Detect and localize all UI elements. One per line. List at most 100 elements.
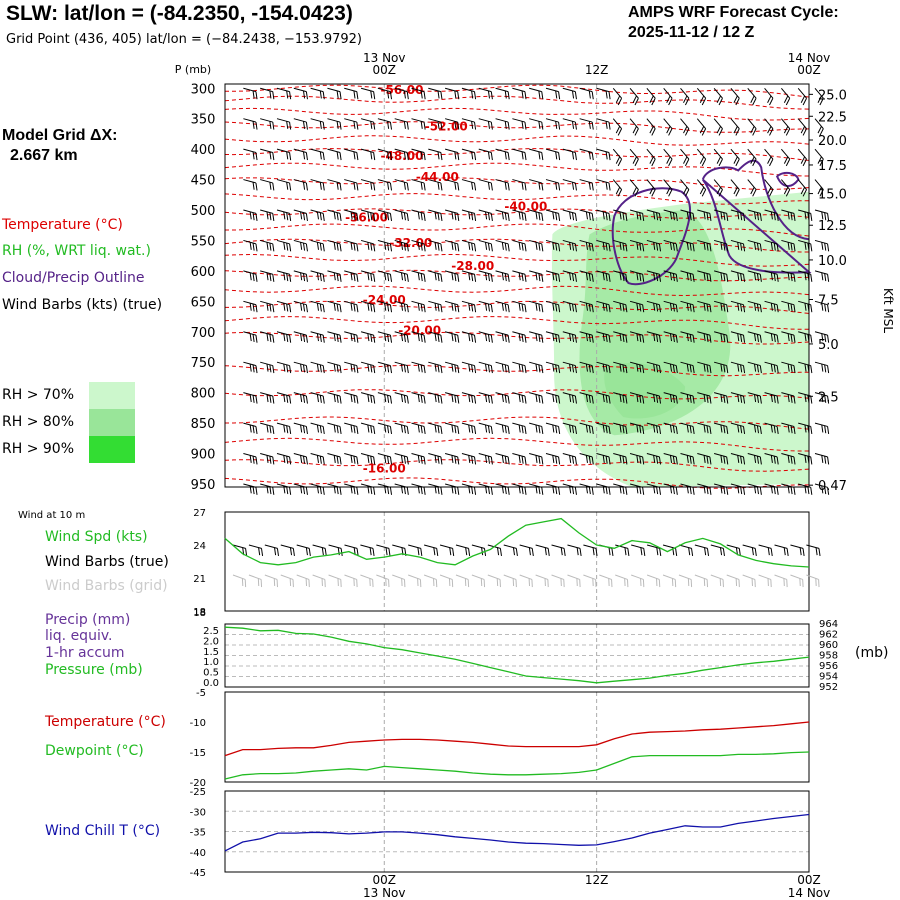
barb-flag — [339, 182, 342, 191]
xsec-wind-barb — [327, 331, 342, 343]
barb-flag — [544, 547, 547, 556]
barb-flag — [471, 456, 474, 464]
barb-flag — [787, 303, 790, 311]
xsec-wind-barb — [310, 239, 325, 252]
xsec-wind-barb — [428, 87, 443, 100]
barb-shaft — [344, 87, 357, 93]
barb-shaft — [781, 422, 795, 427]
xsec-wind-barb — [377, 179, 393, 191]
xsec-wind-barb — [814, 453, 830, 465]
barb-flag — [490, 91, 493, 100]
barb-flag — [419, 579, 422, 588]
xsec-wind-barb — [680, 87, 690, 106]
barb-shaft — [814, 148, 824, 160]
barb-flag — [740, 456, 743, 464]
barb-flag — [622, 456, 625, 464]
kft-tick-label: 7.5 — [818, 294, 839, 309]
barb-flag — [249, 424, 252, 433]
barb-shaft — [730, 87, 740, 99]
xsec-wind-barb — [478, 209, 493, 221]
barb-flag — [302, 364, 306, 373]
barb-flag — [521, 273, 524, 282]
barb-flag — [435, 579, 438, 588]
barb-flag — [437, 425, 440, 434]
barb-flag — [743, 487, 746, 495]
barb-flag — [485, 303, 488, 311]
barb-flag — [252, 212, 255, 221]
xsec-wind-barb — [764, 331, 779, 343]
barb-flag — [821, 363, 824, 372]
barb-flag — [776, 365, 779, 374]
barb-shaft — [814, 300, 828, 306]
barb-flag — [558, 426, 561, 435]
xsec-wind-barb — [327, 148, 342, 161]
barb-flag — [704, 547, 707, 556]
barb-shaft — [680, 300, 694, 306]
barb-flag — [552, 394, 555, 403]
barb-shaft — [535, 574, 549, 580]
barb-flag — [692, 395, 695, 404]
barb-shaft — [713, 209, 727, 214]
barb-flag — [302, 242, 306, 251]
xsec-wind-barb — [377, 483, 393, 495]
temp-ytick-label: -10 — [190, 718, 206, 729]
barb-flag — [258, 547, 261, 556]
xsec-wind-barb — [327, 300, 342, 313]
barb-flag — [373, 304, 376, 313]
barb-flag — [400, 242, 404, 250]
barb-flag — [434, 455, 437, 463]
barb-shaft — [377, 118, 391, 123]
barb-flag — [538, 212, 541, 221]
barb-shaft — [790, 544, 804, 549]
barb-flag — [336, 182, 339, 190]
xsec-wind-barb — [445, 331, 460, 343]
barb-flag — [400, 394, 404, 403]
xsec-wind-barb — [445, 118, 460, 130]
barb-flag — [370, 456, 373, 464]
barb-flag — [269, 334, 272, 342]
barb-flag — [656, 334, 659, 342]
pressure-tick-label: 700 — [191, 326, 216, 341]
xsec-wind-barb — [445, 179, 460, 191]
barb-shaft — [694, 574, 708, 580]
barb-flag — [451, 242, 454, 250]
xsec-wind-barb — [663, 270, 678, 282]
barb-shaft — [344, 422, 357, 427]
barb-shaft — [411, 209, 425, 214]
xsec-wind-barb — [310, 209, 325, 221]
barb-flag — [605, 182, 608, 190]
barb-flag — [389, 335, 393, 343]
barb-flag — [437, 364, 440, 373]
xsec-wind-barb — [797, 118, 807, 136]
barb-flag — [255, 152, 258, 161]
barb-flag — [591, 487, 594, 495]
barb-flag — [322, 487, 325, 495]
xsec-wind-barb — [646, 87, 656, 106]
barb-shaft — [377, 392, 391, 397]
xsec-wind-barb — [461, 148, 477, 161]
barb-shaft — [495, 87, 509, 93]
xsec-wind-barb — [814, 118, 824, 136]
barb-flag — [723, 425, 726, 434]
barb-flag — [490, 365, 493, 374]
barb-flag — [653, 303, 656, 311]
barb-shaft — [764, 422, 778, 427]
barb-flag — [417, 272, 420, 281]
barb-shaft — [392, 544, 405, 549]
barb-flag — [588, 151, 591, 160]
barb-flag — [420, 303, 423, 312]
barb-shaft — [478, 270, 492, 275]
barb-flag — [827, 213, 830, 221]
barb-flag — [524, 182, 527, 191]
barb-flag — [591, 152, 594, 161]
xsec-wind-barb — [814, 209, 830, 221]
barb-shaft — [445, 148, 458, 153]
xsec-wind-barb — [814, 239, 830, 252]
barb-shaft — [663, 148, 673, 160]
xsec-wind-barb — [579, 483, 594, 495]
barb-flag — [353, 90, 356, 99]
barb-flag — [656, 242, 659, 251]
barb-flag — [356, 304, 359, 313]
barb-flag — [507, 182, 510, 191]
barb-flag — [423, 304, 426, 313]
